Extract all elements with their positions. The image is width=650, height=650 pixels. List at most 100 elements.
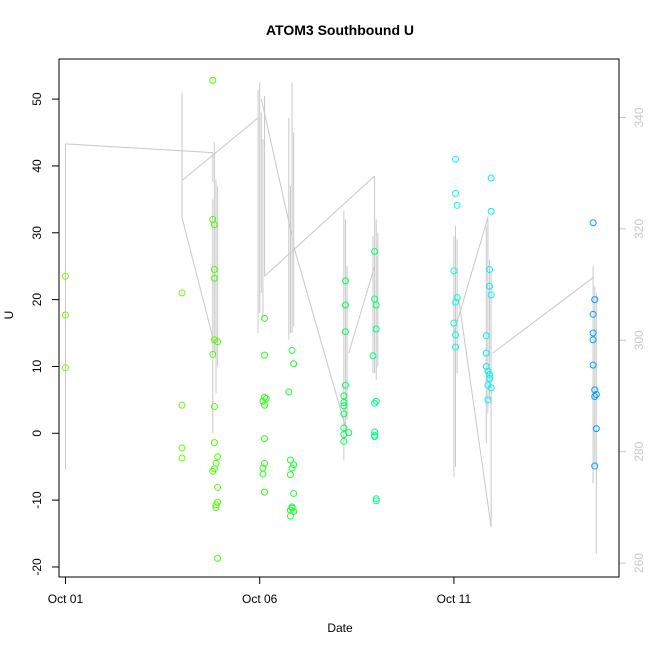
data-point <box>340 392 348 400</box>
data-point <box>372 325 380 333</box>
data-point <box>486 370 494 378</box>
data-point <box>212 501 220 509</box>
data-point <box>341 381 349 389</box>
y-tick-label: 0 <box>30 430 44 437</box>
y-axis: -20 -10 0 10 20 30 40 50 <box>30 92 60 576</box>
data-point <box>484 396 492 404</box>
data-point <box>288 346 296 354</box>
series-line-segment <box>264 175 375 277</box>
series-line-segment <box>181 217 215 344</box>
data-point <box>261 435 269 443</box>
data-point <box>210 439 218 447</box>
data-point <box>178 289 186 297</box>
data-point <box>371 247 379 255</box>
y2-tick-label: 300 <box>632 330 646 350</box>
series-line-segment <box>492 277 594 354</box>
series-line-segment <box>458 299 492 527</box>
data-point <box>487 291 495 299</box>
data-point <box>214 554 222 562</box>
data-point <box>589 329 597 337</box>
data-point <box>482 362 490 370</box>
data-point <box>209 350 217 358</box>
y-tick-label: 50 <box>30 92 44 106</box>
data-point <box>288 464 296 472</box>
data-point <box>178 454 186 462</box>
data-point <box>371 433 379 441</box>
data-point <box>286 471 294 479</box>
data-point <box>210 403 218 411</box>
data-point <box>261 351 269 359</box>
data-point <box>589 219 597 227</box>
data-point <box>340 437 348 445</box>
data-point <box>450 267 458 275</box>
data-point <box>261 401 269 409</box>
secondary-y-axis: 260 280 300 320 340 <box>618 107 646 573</box>
data-point <box>341 277 349 285</box>
chart-title: ATOM3 Southbound U <box>266 22 414 38</box>
data-point <box>61 272 69 280</box>
data-point <box>592 425 600 433</box>
data-point <box>178 444 186 452</box>
y-tick-label: 40 <box>30 159 44 173</box>
y-tick-label: 30 <box>30 226 44 240</box>
data-point <box>484 367 492 375</box>
data-point <box>453 294 461 302</box>
series-line-segment <box>260 98 293 237</box>
data-point <box>371 428 379 436</box>
y2-tick-label: 320 <box>632 219 646 239</box>
data-point <box>589 336 597 344</box>
data-point <box>340 410 348 418</box>
data-point <box>210 274 218 282</box>
data-point <box>290 461 298 469</box>
data-point <box>591 393 599 401</box>
data-point <box>261 393 269 401</box>
data-point <box>261 459 269 467</box>
data-point <box>452 343 460 351</box>
data-point <box>371 399 379 407</box>
data-point <box>589 310 597 318</box>
series-line-segment <box>65 143 213 154</box>
plot-frame <box>58 58 620 578</box>
data-point <box>288 504 296 512</box>
data-point <box>372 301 380 309</box>
x-axis: Oct 01 Oct 06 Oct 11 <box>48 576 472 606</box>
data-point <box>210 266 218 274</box>
data-point <box>214 453 222 461</box>
data-point <box>341 328 349 336</box>
data-point <box>259 397 267 405</box>
data-point <box>214 483 222 491</box>
data-point <box>591 462 599 470</box>
data-point <box>486 374 494 382</box>
series-line-segment <box>181 117 259 182</box>
series-lines <box>64 82 597 554</box>
data-point <box>214 338 222 346</box>
data-point <box>178 401 186 409</box>
x-tick-label: Oct 06 <box>242 592 278 606</box>
data-point <box>591 386 599 394</box>
y-axis-label: U <box>2 311 16 320</box>
y2-tick-label: 340 <box>632 107 646 127</box>
series-line-segment <box>293 246 346 427</box>
data-point <box>340 402 348 410</box>
data-point <box>486 282 494 290</box>
data-point <box>210 221 218 229</box>
data-point <box>341 301 349 309</box>
data-point <box>209 467 217 475</box>
data-point <box>340 424 348 432</box>
data-point <box>453 201 461 209</box>
data-point <box>482 332 490 340</box>
data-point <box>452 155 460 163</box>
data-point <box>61 364 69 372</box>
data-point <box>591 296 599 304</box>
y-tick-label: 10 <box>30 359 44 373</box>
data-point <box>372 495 380 503</box>
y-tick-label: -10 <box>30 491 44 509</box>
x-tick-label: Oct 11 <box>437 592 472 606</box>
data-point <box>487 207 495 215</box>
data-point <box>290 360 298 368</box>
data-point <box>452 298 460 306</box>
data-point <box>487 174 495 182</box>
data-point <box>212 503 220 511</box>
data-point <box>286 512 294 520</box>
